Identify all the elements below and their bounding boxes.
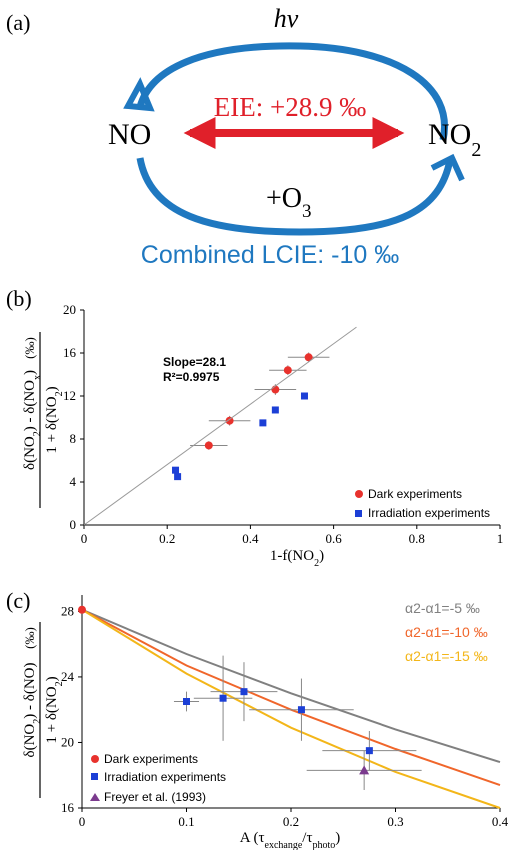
fit-line: [83, 326, 357, 526]
data-point-circle: [271, 385, 280, 394]
legend-irradiation-label: Irradiation experiments: [368, 506, 490, 520]
curve-legend-label: α2-α1=-10 ‰: [405, 624, 488, 640]
x-tick-label: 0.2: [159, 531, 175, 546]
data-point-square: [365, 747, 373, 755]
r2-annotation: R²=0.9975: [163, 370, 220, 384]
lcie-label: Combined LCIE: -10 ‰: [141, 241, 399, 269]
legend-irradiation-marker: [355, 510, 362, 517]
data-point-square: [259, 419, 267, 427]
no2-label: NO2: [428, 118, 481, 161]
photolysis-arc: [136, 42, 448, 141]
panel-c-ylabel: δ(NO2) - δ(NO) 1 + δ(NO2) (‰): [22, 622, 65, 798]
x-tick-label: 0.6: [325, 531, 342, 546]
panel-c-ylabel-unit: (‰): [22, 627, 37, 649]
panel-c: (c) 0 0.1 0.2 0.3 0.4 16 20 24 28 δ(NO2) - δ(NO)…: [6, 588, 509, 850]
c-legend-dark-marker: [91, 755, 99, 763]
x-tick-label: 0.4: [242, 531, 259, 546]
legend-dark-label: Dark experiments: [368, 487, 462, 501]
data-point-square: [240, 688, 248, 696]
panel-c-xlabel: A (τexchange/τphoto): [240, 830, 341, 850]
y-tick-label: 16: [61, 800, 75, 815]
y-tick-label: 16: [63, 345, 77, 360]
y-tick-label: 0: [70, 517, 77, 532]
panel-b-legend: Dark experiments Irradiation experiments: [355, 487, 490, 520]
c-legend-freyer-marker: [90, 793, 100, 801]
y-tick-label: 4: [70, 474, 77, 489]
panel-b-xlabel: 1-f(NO2): [270, 548, 324, 569]
panel-b: (b) 0 0.2 0.4 0.6 0.8 1 0 4 8 12 16 20 δ(NO2) - δ(N…: [6, 286, 503, 569]
c-legend-dark-label: Dark experiments: [104, 752, 198, 766]
x-tick-label: 0: [79, 814, 86, 829]
panel-b-plot: 0 0.2 0.4 0.6 0.8 1 0 4 8 12 16 20: [63, 302, 503, 546]
model-curve: [81, 608, 501, 809]
x-tick-label: 0.1: [178, 814, 194, 829]
x-tick-label: 0.8: [409, 531, 425, 546]
panel-b-ylabel-unit: (‰): [22, 337, 37, 359]
no2-subscript: 2: [471, 139, 481, 161]
curve-legend-label: α2-α1=-15 ‰: [405, 648, 488, 664]
panel-a-label: (a): [6, 10, 30, 35]
y-tick-label: 24: [61, 669, 75, 684]
data-point-circle: [225, 416, 234, 425]
x-tick-label: 1: [497, 531, 504, 546]
panel-a: (a) hv EIE: +28.9 ‰ NO NO2 +O3 Combined …: [6, 4, 481, 269]
x-tick-label: 0.3: [387, 814, 403, 829]
data-point-circle: [304, 353, 313, 362]
y-tick-label: 8: [70, 431, 77, 446]
y-tick-label: 20: [63, 302, 76, 317]
no2-text: NO: [428, 118, 471, 151]
panel-c-ylabel-numerator: δ(NO2) - δ(NO): [22, 663, 43, 758]
panel-b-ylabel-numerator: δ(NO2) - δ(NOx): [22, 370, 43, 470]
panel-c-curve-legend: α2-α1=-5 ‰ α2-α1=-10 ‰ α2-α1=-15 ‰: [405, 600, 488, 664]
eie-label: EIE: +28.9 ‰: [214, 92, 366, 122]
panel-c-label: (c): [6, 588, 30, 613]
panel-b-ylabel-denominator: 1 + δ(NO2): [44, 386, 65, 453]
c-legend-irradiation-marker: [91, 773, 98, 780]
photolysis-arrow-head: [123, 77, 155, 112]
no-label: NO: [108, 118, 151, 151]
c-legend-freyer-label: Freyer et al. (1993): [104, 790, 206, 804]
data-point-square: [174, 473, 182, 481]
o3-text: +O: [266, 183, 302, 214]
o3-subscript: 3: [302, 201, 312, 222]
data-point-circle: [283, 366, 292, 375]
data-point-square: [297, 706, 305, 714]
oxidation-arc: [136, 157, 454, 236]
legend-dark-marker: [355, 490, 363, 498]
c-legend-irradiation-label: Irradiation experiments: [104, 770, 226, 784]
model-curve: [81, 608, 501, 764]
data-point-circle: [204, 441, 213, 450]
panel-b-ylabel: δ(NO2) - δ(NOx) 1 + δ(NO2) (‰): [22, 332, 65, 508]
panel-c-ylabel-denominator: 1 + δ(NO2): [44, 676, 65, 743]
x-tick-label: 0.2: [283, 814, 299, 829]
panel-c-plot: 0 0.1 0.2 0.3 0.4 16 20 24 28: [61, 595, 509, 829]
x-tick-label: 0.4: [492, 814, 509, 829]
data-point-square: [183, 698, 190, 705]
data-point-square: [300, 392, 308, 400]
panel-b-label: (b): [6, 286, 32, 311]
hv-label: hv: [274, 4, 299, 33]
y-tick-label: 28: [61, 603, 74, 618]
panel-c-legend: Dark experiments Irradiation experiments…: [90, 752, 226, 804]
oxidation-arrow-head: [430, 153, 465, 182]
y-tick-label: 12: [63, 388, 76, 403]
y-tick-label: 20: [61, 734, 74, 749]
curve-legend-label: α2-α1=-5 ‰: [405, 600, 480, 616]
data-point-square: [172, 466, 180, 474]
data-point-circle: [78, 605, 86, 614]
data-point-triangle: [359, 765, 370, 775]
slope-annotation: Slope=28.1: [163, 355, 226, 369]
data-point-square: [219, 694, 227, 702]
o3-label: +O3: [266, 183, 312, 222]
x-tick-label: 0: [81, 531, 88, 546]
data-point-square: [271, 406, 279, 414]
